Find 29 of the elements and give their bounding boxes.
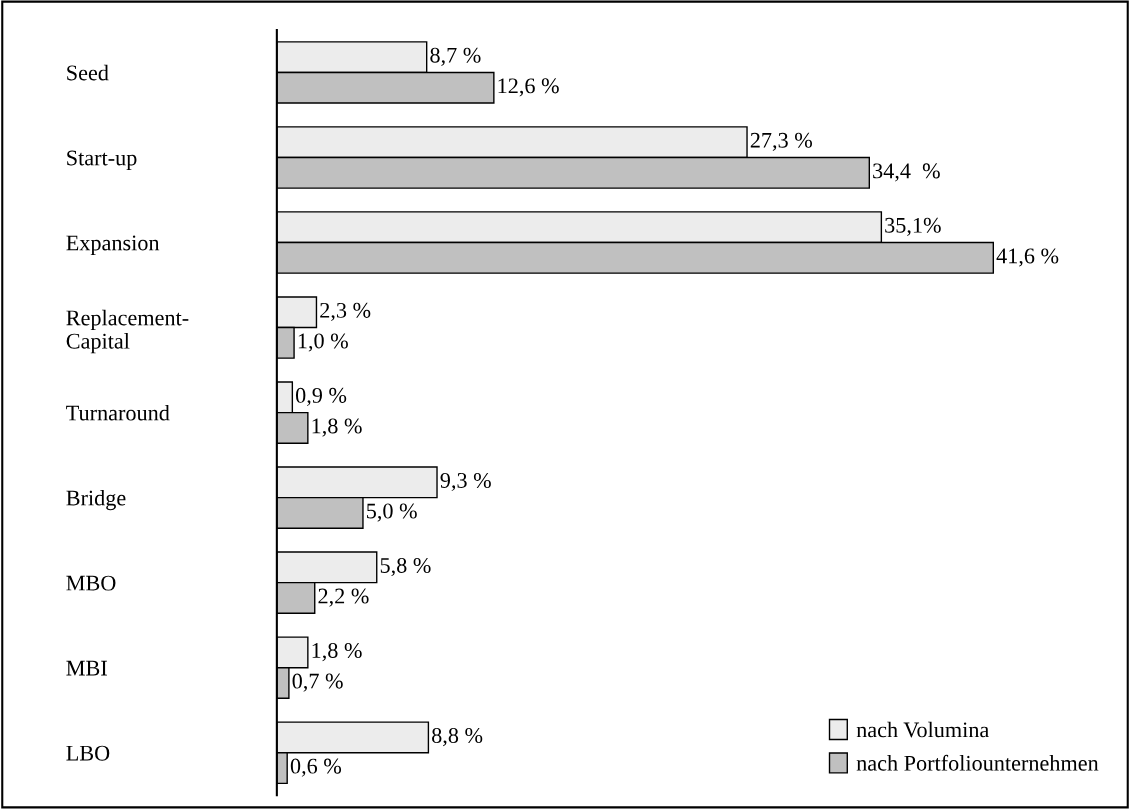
y-tick-label: Seed	[67, 64, 109, 81]
data-label: 2,2 %	[318, 588, 369, 607]
data-label: 5,8 %	[380, 557, 431, 577]
data-label: 34,4 %	[873, 163, 940, 182]
data-label: 8,7 %	[430, 47, 481, 66]
y-tick-label: Replacement- Capital	[66, 309, 189, 354]
data-label: 1,8 %	[312, 642, 362, 662]
y-tick-label: Bridge	[66, 489, 126, 511]
data-label: 41,6 %	[996, 248, 1059, 267]
y-tick-label: Start-up	[67, 150, 137, 170]
data-label: 1,8 %	[312, 418, 362, 437]
data-label: 12,6 %	[498, 78, 559, 97]
data-label: 35,1%	[885, 217, 941, 236]
y-tick-label: LBO	[66, 745, 110, 761]
legend-label: nach Portfoliounternehmen	[856, 754, 1099, 771]
y-tick-label: MBI	[66, 660, 107, 676]
data-label: 0,9 %	[295, 387, 347, 407]
data-label: 1,0 %	[298, 333, 348, 352]
data-label: 9,3 %	[440, 472, 491, 492]
data-label: 27,3 %	[750, 132, 813, 151]
data-label: 0,7 %	[292, 673, 343, 692]
y-tick-label: MBO	[66, 575, 116, 591]
legend-label: nach Volumina	[856, 721, 989, 738]
data-label: 0,6 %	[290, 758, 342, 777]
data-label: 5,0 %	[367, 503, 417, 522]
data-label: 2,3 %	[320, 302, 371, 322]
y-tick-label: Turnaround	[66, 404, 170, 421]
y-tick-label: Expansion	[66, 235, 160, 255]
data-label: 8,8 %	[432, 727, 483, 747]
